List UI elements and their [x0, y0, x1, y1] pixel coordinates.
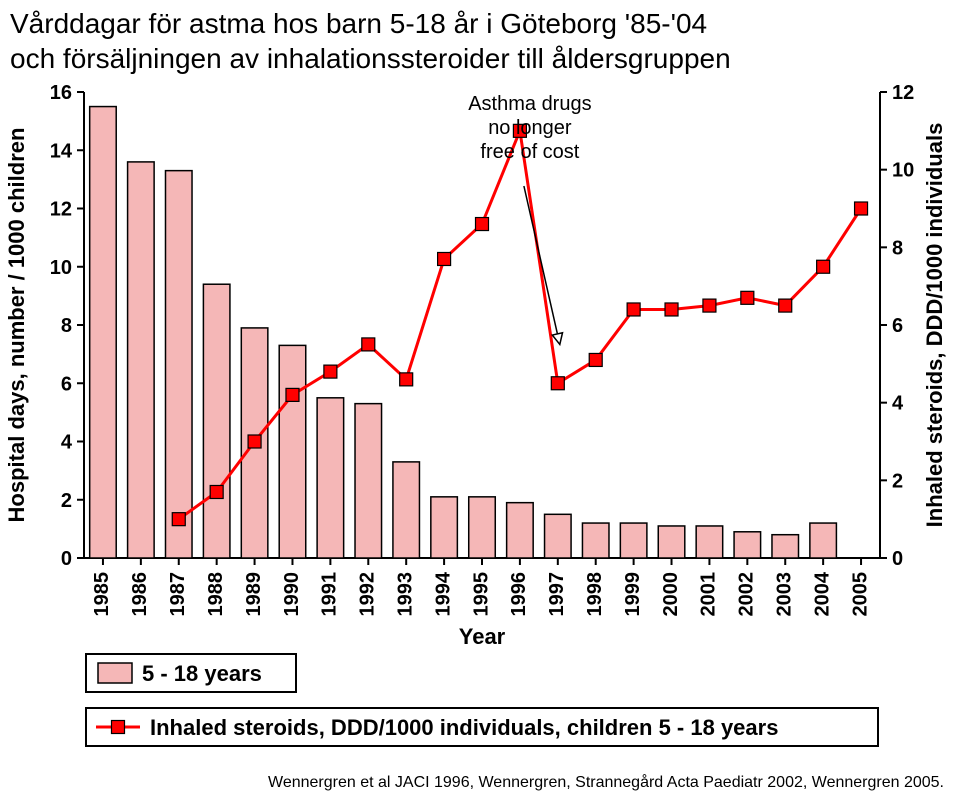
bar [734, 532, 761, 558]
y-left-tick-label: 12 [50, 199, 72, 221]
y-left-tick-label: 10 [50, 257, 72, 279]
y-right-tick-label: 12 [892, 82, 914, 104]
legend-bar-label: 5 - 18 years [142, 661, 262, 686]
bar [620, 523, 647, 558]
line-marker [248, 435, 261, 448]
line-marker [172, 513, 185, 526]
line-marker [210, 485, 223, 498]
citation: Wennergren et al JACI 1996, Wennergren, … [0, 770, 960, 800]
bar [279, 345, 306, 558]
bar [355, 404, 382, 558]
line-marker [438, 252, 451, 265]
x-tick-label: 1985 [91, 572, 113, 617]
x-tick-label: 1993 [394, 572, 416, 617]
x-tick-label: 1990 [281, 572, 303, 617]
line-marker [324, 365, 337, 378]
line-marker [627, 303, 640, 316]
line-marker [703, 299, 716, 312]
y-left-tick-label: 2 [61, 490, 72, 512]
bar [582, 523, 609, 558]
y-left-tick-label: 14 [50, 140, 73, 162]
x-tick-label: 1999 [622, 572, 644, 617]
chart-container: 0 2 4 6 8 10 12 14 16 0 2 4 6 8 10 12 1985 1986 1987 1988 19… [0, 80, 960, 770]
line-marker [779, 299, 792, 312]
bar [431, 497, 458, 558]
legend-line-label: Inhaled steroids, DDD/1000 individuals, … [150, 715, 778, 740]
y-left-label: Hospital days, number / 1000 children [4, 128, 29, 523]
bar [772, 535, 799, 558]
x-tick-label: 1997 [546, 572, 568, 617]
annotation-arrow [524, 186, 560, 344]
x-tick-label: 2003 [774, 572, 796, 617]
line-marker [400, 373, 413, 386]
x-tick-label: 2000 [660, 572, 682, 617]
line-marker [665, 303, 678, 316]
legend-swatch-line-marker [112, 721, 125, 734]
y-right-tick-label: 8 [892, 237, 903, 259]
bar [393, 462, 420, 558]
x-axis-label: Year [459, 624, 506, 649]
y-right-tick-label: 6 [892, 315, 903, 337]
x-tick-label: 1987 [167, 572, 189, 617]
line-marker [855, 202, 868, 215]
line-marker [817, 260, 830, 273]
bar [545, 514, 572, 558]
line-marker [476, 218, 489, 231]
y-left-tick-label: 8 [61, 315, 72, 337]
y-right-tick-label: 0 [892, 548, 903, 570]
title-line1: Vårddagar för astma hos barn 5-18 år i G… [10, 6, 950, 41]
y-left-tick-label: 16 [50, 82, 72, 104]
title-line2: och försäljningen av inhalationssteroide… [10, 41, 950, 76]
x-tick-label: 2001 [698, 572, 720, 617]
y-left-tick-label: 6 [61, 373, 72, 395]
y-left-tick-label: 0 [61, 548, 72, 570]
annotation-arrowhead [552, 333, 562, 345]
bar [128, 162, 155, 558]
x-tick-label: 2002 [736, 572, 758, 617]
line-marker [286, 388, 299, 401]
bar [165, 171, 192, 558]
bar [696, 526, 723, 558]
x-tick-label: 1996 [508, 572, 530, 617]
bar [658, 526, 685, 558]
annotation-text: Asthma drugs [468, 93, 591, 115]
page-title: Vårddagar för astma hos barn 5-18 år i G… [0, 0, 960, 80]
line-marker [362, 338, 375, 351]
x-tick-label: 2004 [811, 571, 833, 616]
x-tick-label: 1994 [432, 571, 454, 616]
y-right-label: Inhaled steroids, DDD/1000 individuals [922, 123, 947, 528]
x-tick-label: 1986 [129, 572, 151, 617]
x-tick-label: 1992 [357, 572, 379, 617]
y-right-tick-label: 10 [892, 160, 914, 182]
y-right-tick-label: 4 [892, 393, 904, 415]
line-marker [589, 353, 602, 366]
x-tick-label: 1998 [584, 572, 606, 617]
x-tick-label: 1991 [319, 572, 341, 617]
line-marker [741, 291, 754, 304]
annotation-text: no longer [488, 117, 572, 139]
x-tick-label: 1989 [243, 572, 265, 617]
x-tick-label: 1988 [205, 572, 227, 617]
x-tick-label: 1995 [470, 572, 492, 617]
bar [469, 497, 496, 558]
annotation-text: free of cost [480, 141, 579, 163]
bar [507, 503, 534, 558]
bar [203, 284, 230, 558]
y-left-tick-label: 4 [61, 432, 73, 454]
x-tick-label: 2005 [849, 572, 871, 617]
line-marker [551, 377, 564, 390]
bar [810, 523, 837, 558]
legend-swatch-bar [98, 663, 132, 683]
bar [90, 107, 117, 558]
bar [317, 398, 344, 558]
y-right-tick-label: 2 [892, 470, 903, 492]
chart-svg: 0 2 4 6 8 10 12 14 16 0 2 4 6 8 10 12 1985 1986 1987 1988 19… [0, 80, 960, 770]
